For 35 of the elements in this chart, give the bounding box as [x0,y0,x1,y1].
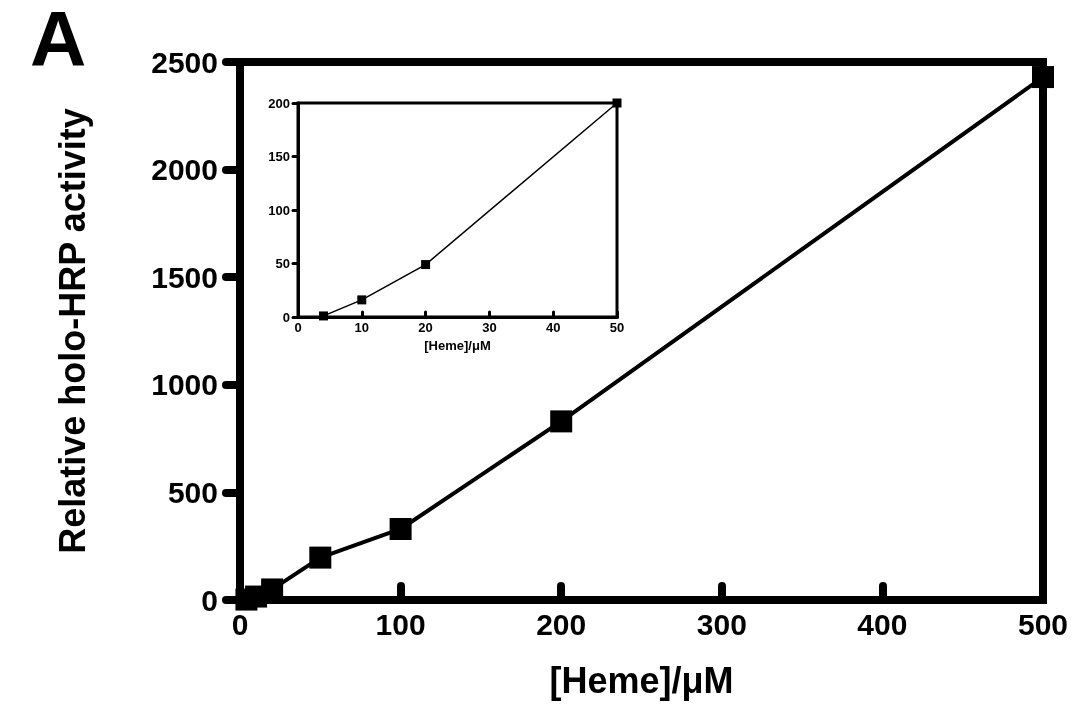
x-tick-label: 200 [536,607,587,641]
text: A [30,0,87,83]
y-tick-label: 2500 [151,45,218,79]
y-tick-label: 1500 [151,260,218,294]
y-tick-label: 1000 [151,368,218,402]
x-tick-label: 100 [375,607,426,641]
point [319,311,329,321]
x-tick-label: 40 [545,319,561,335]
point [612,98,622,108]
y-tick-label: 100 [268,202,290,218]
x-tick-label: 0 [231,607,249,641]
y-axis-title: Relative holo-HRP activity [51,108,93,554]
y-tick-label: 2000 [151,153,218,187]
y-tick-label: 500 [167,475,218,509]
y-tick-label: 0 [282,309,290,325]
x-tick-label: 400 [857,607,908,641]
point [357,295,367,305]
y-tick-label: 0 [201,583,218,617]
point [550,410,573,433]
x-tick-label: 30 [482,319,497,335]
x-tick-label: 500 [1017,607,1069,641]
x-axis-title: [Heme]/μM [549,659,734,701]
point [309,546,332,569]
x-axis-title: [Heme]/μM [424,337,491,353]
y-tick-label: 50 [275,256,290,271]
point [421,260,431,270]
x-tick-label: 300 [696,607,747,641]
point [389,517,412,540]
x-tick-label: 50 [609,319,625,335]
x-tick-label: 10 [354,319,370,335]
point [1032,66,1054,89]
x-tick-label: 20 [418,319,433,335]
y-tick-label: 150 [268,149,290,164]
y-tick-label: 200 [268,95,290,111]
x-tick-label: 0 [294,319,302,335]
